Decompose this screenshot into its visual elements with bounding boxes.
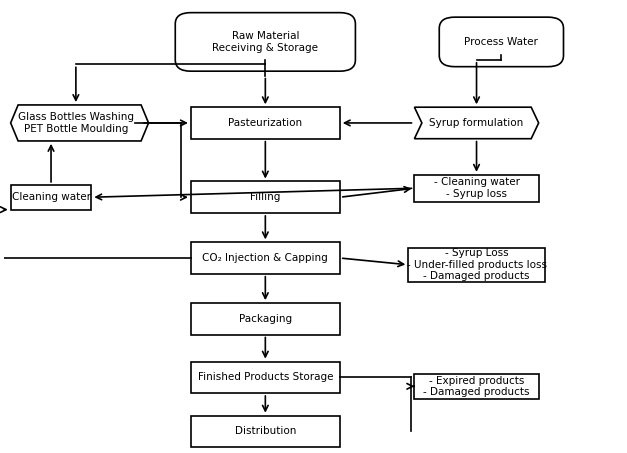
FancyBboxPatch shape [440, 17, 564, 67]
Text: Packaging: Packaging [239, 314, 292, 324]
FancyBboxPatch shape [414, 374, 539, 399]
Text: Filling: Filling [250, 192, 280, 202]
Text: Pasteurization: Pasteurization [228, 118, 302, 128]
Text: - Cleaning water
- Syrup loss: - Cleaning water - Syrup loss [433, 178, 520, 199]
FancyBboxPatch shape [11, 185, 92, 210]
Text: Distribution: Distribution [234, 426, 296, 436]
Text: Glass Bottles Washing
PET Bottle Moulding: Glass Bottles Washing PET Bottle Mouldin… [18, 112, 134, 134]
FancyBboxPatch shape [408, 248, 545, 282]
Text: - Syrup Loss
- Under-filled products loss
- Damaged products: - Syrup Loss - Under-filled products los… [406, 248, 547, 281]
Text: Syrup formulation: Syrup formulation [429, 118, 524, 128]
Text: Cleaning water: Cleaning water [11, 192, 90, 202]
Polygon shape [11, 105, 149, 141]
Text: Finished Products Storage: Finished Products Storage [198, 372, 333, 382]
FancyBboxPatch shape [191, 415, 340, 447]
FancyBboxPatch shape [176, 13, 356, 71]
Text: CO₂ Injection & Capping: CO₂ Injection & Capping [203, 253, 328, 263]
Text: Process Water: Process Water [465, 37, 539, 47]
Text: - Expired products
- Damaged products: - Expired products - Damaged products [423, 376, 530, 397]
FancyBboxPatch shape [191, 182, 340, 213]
FancyBboxPatch shape [191, 107, 340, 139]
FancyBboxPatch shape [191, 303, 340, 335]
FancyBboxPatch shape [191, 242, 340, 274]
FancyBboxPatch shape [191, 361, 340, 393]
Text: Raw Material
Receiving & Storage: Raw Material Receiving & Storage [213, 31, 319, 53]
Polygon shape [414, 107, 539, 139]
FancyBboxPatch shape [414, 175, 539, 202]
